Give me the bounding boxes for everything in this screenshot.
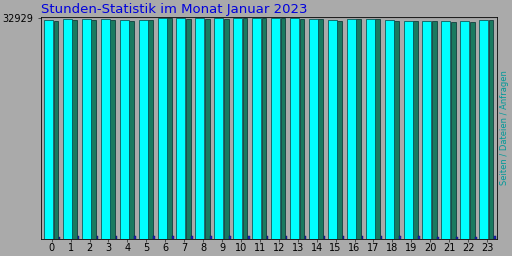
Bar [324, 236, 325, 239]
Bar [380, 236, 382, 239]
Bar [309, 19, 318, 239]
Y-axis label: Seiten / Dateien / Anfragen: Seiten / Dateien / Anfragen [500, 71, 509, 185]
Bar [110, 20, 115, 239]
Bar [186, 19, 190, 239]
Bar [44, 20, 53, 239]
Bar [78, 236, 79, 239]
Bar [394, 21, 399, 239]
Bar [494, 237, 496, 239]
Bar [243, 18, 247, 239]
Bar [432, 22, 437, 239]
Bar [441, 21, 451, 239]
Bar [356, 19, 361, 239]
Bar [403, 20, 413, 239]
Bar [479, 20, 488, 239]
Bar [437, 237, 439, 239]
Bar [337, 21, 342, 239]
Bar [59, 237, 60, 239]
Bar [139, 20, 147, 239]
Bar [177, 18, 185, 239]
Bar [215, 18, 223, 239]
Bar [343, 236, 344, 239]
Bar [224, 19, 228, 239]
Bar [54, 21, 58, 239]
Bar [82, 19, 91, 239]
Bar [281, 18, 285, 239]
Bar [318, 19, 323, 239]
Bar [267, 236, 268, 239]
Bar [97, 236, 98, 239]
Bar [91, 19, 96, 239]
Bar [399, 236, 401, 239]
Text: Stunden-Statistik im Monat Januar 2023: Stunden-Statistik im Monat Januar 2023 [41, 3, 308, 16]
Bar [489, 20, 494, 239]
Bar [205, 19, 209, 239]
Bar [158, 18, 166, 239]
Bar [129, 21, 134, 239]
Bar [475, 237, 477, 239]
Bar [347, 19, 356, 239]
Bar [290, 18, 299, 239]
Bar [248, 236, 249, 239]
Bar [413, 21, 418, 239]
Bar [366, 19, 375, 239]
Bar [470, 22, 475, 239]
Bar [196, 18, 204, 239]
Bar [229, 236, 230, 239]
Bar [451, 22, 456, 239]
Bar [167, 18, 172, 239]
Bar [148, 20, 153, 239]
Bar [210, 236, 211, 239]
Bar [418, 237, 420, 239]
Bar [63, 19, 72, 239]
Bar [233, 18, 242, 239]
Bar [173, 236, 174, 239]
Bar [328, 20, 337, 239]
Bar [286, 236, 287, 239]
Bar [271, 18, 280, 239]
Bar [135, 237, 136, 239]
Bar [460, 21, 470, 239]
Bar [116, 236, 117, 239]
Bar [101, 19, 110, 239]
Bar [361, 236, 363, 239]
Bar [375, 19, 380, 239]
Bar [300, 19, 304, 239]
Bar [72, 20, 77, 239]
Bar [120, 20, 129, 239]
Bar [191, 236, 193, 239]
Bar [262, 18, 266, 239]
Bar [422, 21, 432, 239]
Bar [154, 236, 155, 239]
Bar [385, 20, 394, 239]
Bar [305, 236, 306, 239]
Bar [252, 18, 261, 239]
Bar [456, 237, 458, 239]
